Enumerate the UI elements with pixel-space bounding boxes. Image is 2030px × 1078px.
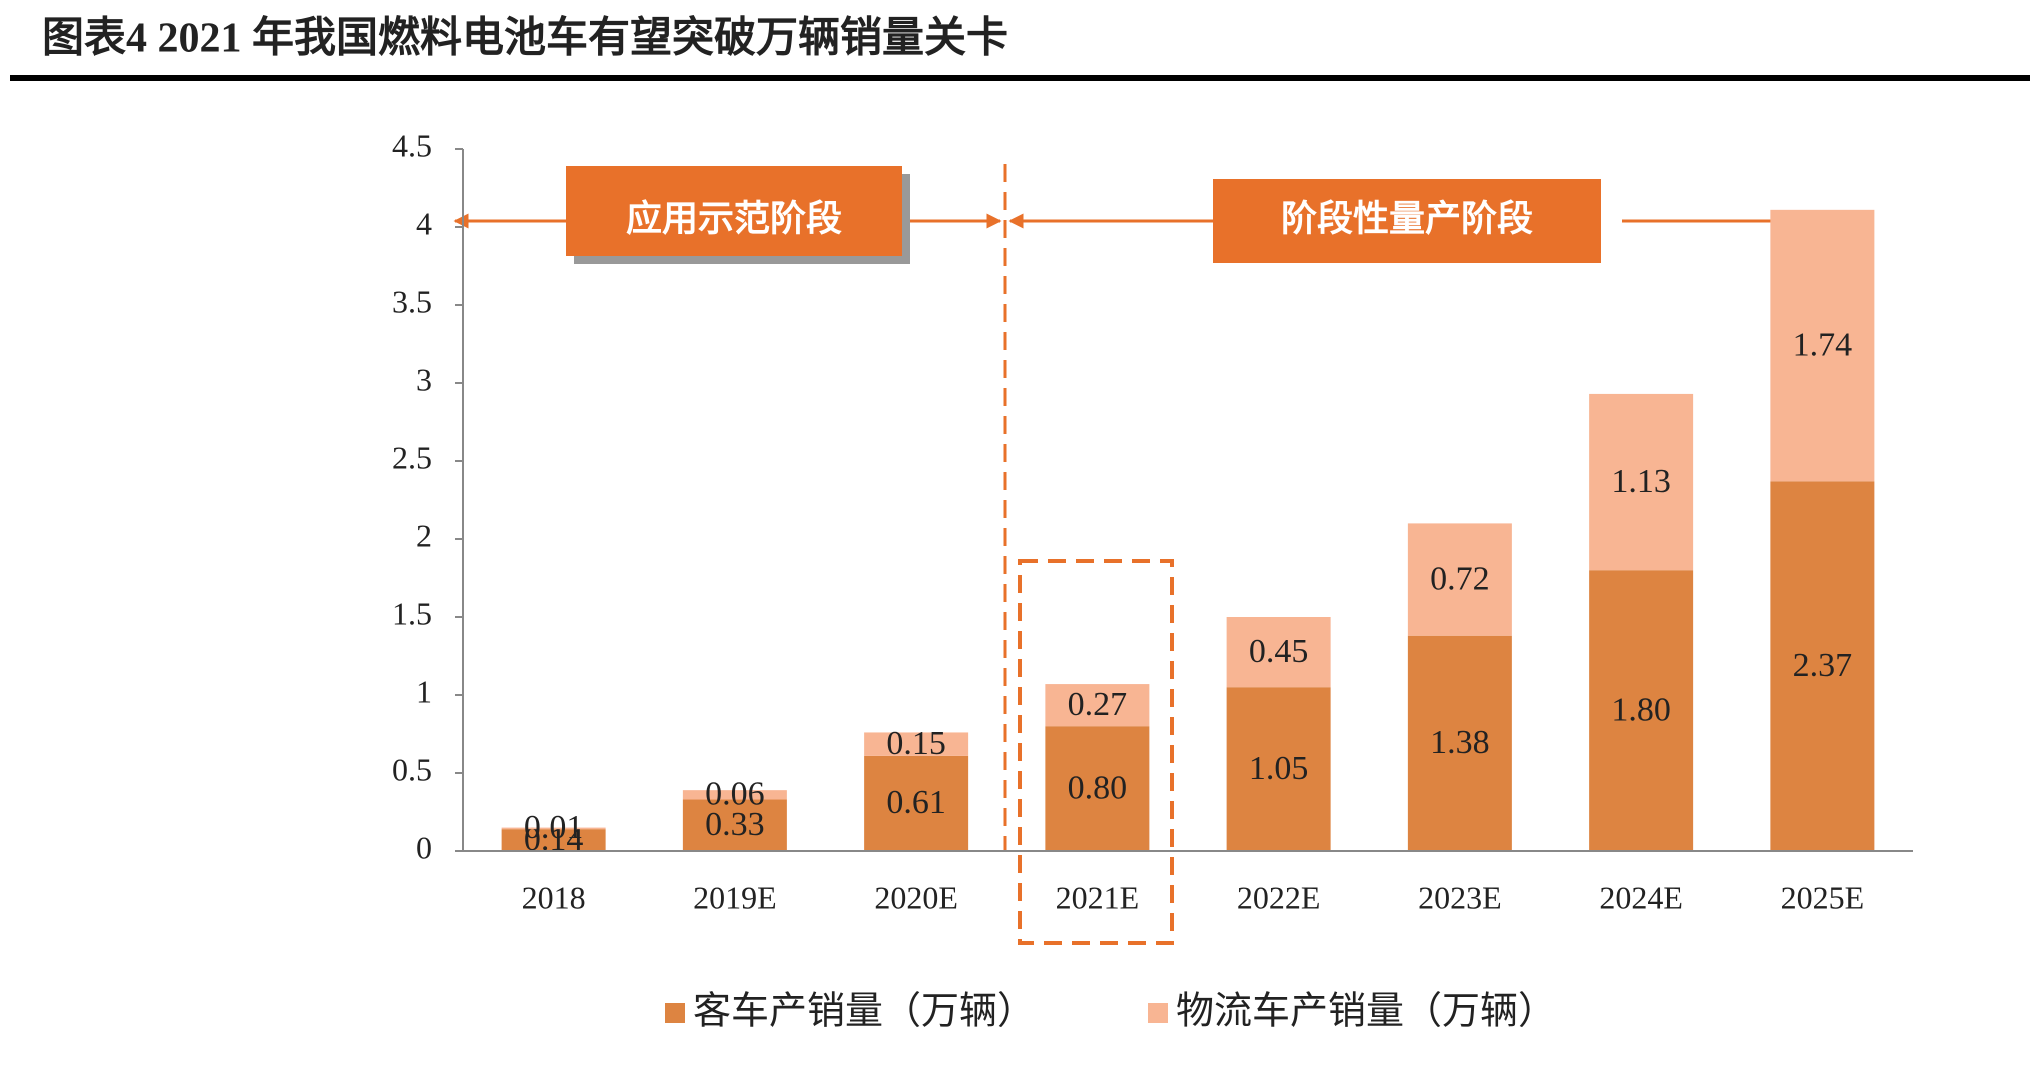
value-label: 1.80 — [1611, 691, 1671, 728]
bar-segment — [1226, 687, 1331, 851]
legend-swatch — [665, 1003, 685, 1023]
stage-label: 应用示范阶段 — [626, 198, 842, 238]
chart-title: 图表4 2021 年我国燃料电池车有望突破万辆销量关卡 — [42, 15, 1008, 62]
y-tick-label: 4.5 — [392, 127, 432, 163]
y-tick-label: 3.5 — [392, 283, 432, 319]
bar-segment — [682, 790, 787, 800]
value-label: 0.15 — [886, 725, 946, 762]
value-label: 0.72 — [1430, 560, 1490, 597]
y-tick-label: 2.5 — [392, 439, 432, 475]
y-tick-label: 1 — [416, 673, 432, 709]
legend-label: 客车产销量（万辆） — [693, 991, 1035, 1033]
stage-box — [566, 166, 902, 256]
bar-segment — [1407, 635, 1512, 851]
y-tick-label: 0 — [416, 829, 432, 865]
bar-segment — [1045, 684, 1150, 727]
y-tick-label: 4 — [416, 205, 432, 241]
bar-segment — [1407, 523, 1512, 636]
bar-segment — [1770, 481, 1875, 851]
stage-box — [1213, 179, 1601, 263]
bar-segment — [864, 732, 969, 756]
value-label: 2.37 — [1793, 647, 1853, 684]
legend-label: 物流车产销量（万辆） — [1176, 991, 1556, 1033]
y-tick-label: 0.5 — [392, 751, 432, 787]
x-tick-label: 2021E — [1056, 879, 1140, 915]
stage-label: 阶段性量产阶段 — [1281, 198, 1533, 238]
bar-segment — [501, 827, 606, 830]
bar-segment — [1045, 726, 1150, 851]
bar-segment — [682, 799, 787, 851]
y-tick-label: 2 — [416, 517, 432, 553]
value-label: 0.06 — [705, 776, 765, 813]
title-rule — [10, 75, 2030, 81]
bar-segment — [501, 829, 606, 851]
value-label: 0.80 — [1068, 769, 1128, 806]
x-tick-label: 2018 — [522, 879, 586, 915]
highlight-box — [1018, 559, 1174, 945]
x-tick-label: 2020E — [874, 879, 958, 915]
bar-segment — [1226, 617, 1331, 688]
x-tick-label: 2024E — [1599, 879, 1683, 915]
value-label: 1.38 — [1430, 724, 1490, 761]
y-tick-label: 1.5 — [392, 595, 432, 631]
x-tick-label: 2022E — [1237, 879, 1321, 915]
x-tick-label: 2025E — [1781, 879, 1865, 915]
value-label: 0.61 — [886, 784, 946, 821]
value-label: 0.01 — [524, 809, 584, 846]
bar-segment — [1589, 570, 1694, 851]
value-label: 0.27 — [1068, 686, 1128, 723]
x-tick-label: 2023E — [1418, 879, 1502, 915]
value-label: 1.05 — [1249, 750, 1309, 787]
bar-segment — [1770, 209, 1875, 482]
legend-swatch — [1148, 1003, 1168, 1023]
y-tick-label: 3 — [416, 361, 432, 397]
bar-segment — [864, 755, 969, 851]
value-label: 1.74 — [1793, 326, 1853, 363]
bar-segment — [1589, 393, 1694, 571]
value-label: 1.13 — [1611, 463, 1671, 500]
value-label: 0.45 — [1249, 633, 1309, 670]
value-label: 0.33 — [705, 806, 765, 843]
x-tick-label: 2019E — [693, 879, 777, 915]
